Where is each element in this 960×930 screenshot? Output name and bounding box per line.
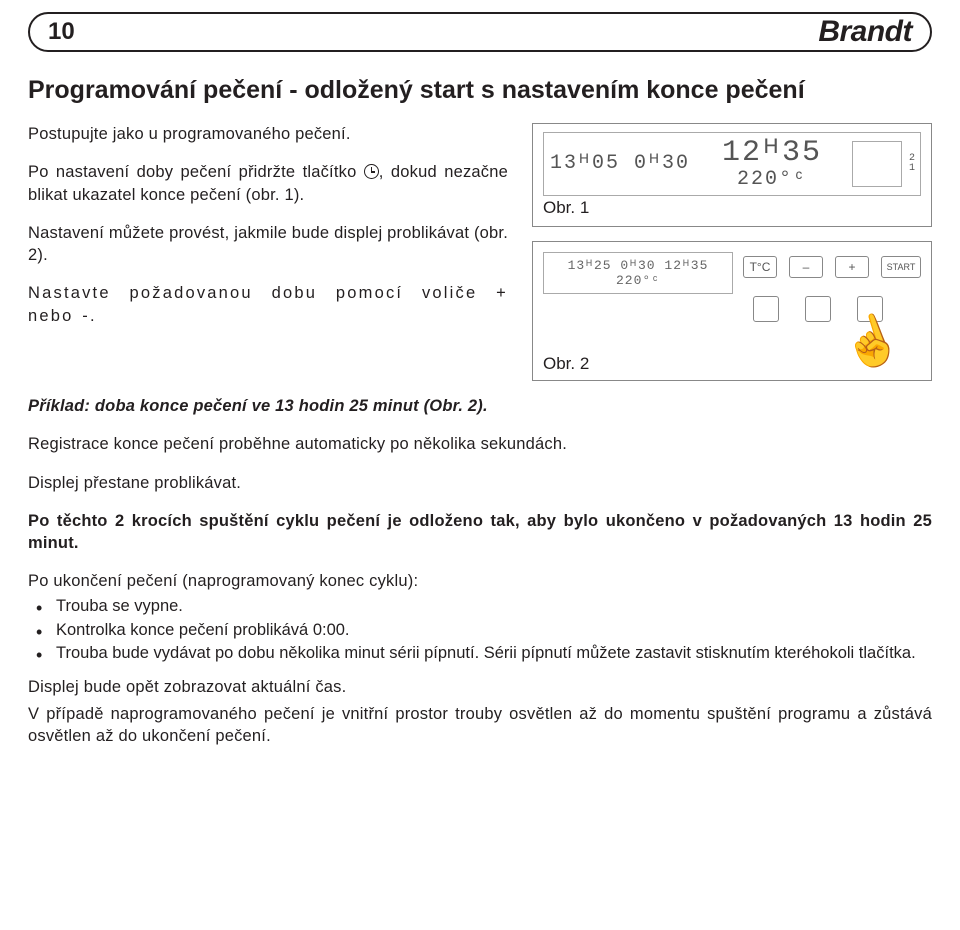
p1-part-a: Po nastavení doby pečení přidržte tlačít…	[28, 163, 364, 181]
fig1-lcd: 13ᴴ05 0ᴴ30 12ᴴ35 220°ᶜ 2 1	[543, 132, 921, 196]
list-item: Kontrolka konce pečení problikává 0:00.	[28, 619, 932, 643]
fig2-btn-plus: +	[835, 256, 869, 278]
step-set-time: Nastavte požadovanou dobu pomocí voliče …	[28, 282, 508, 327]
fig1-seg1: 13ᴴ05 0ᴴ30	[544, 154, 696, 174]
fig2-low-btn-1	[753, 296, 779, 322]
list-item: Trouba bude vydávat po dobu několika min…	[28, 642, 932, 666]
after-cooking-list: Trouba se vypne. Kontrolka konce pečení …	[28, 595, 932, 667]
fig2-lcd: 13ᴴ25 0ᴴ30 12ᴴ35 220°ᶜ	[543, 252, 733, 294]
summary-text: Po těchto 2 krocích spuštění cyklu pečen…	[28, 510, 932, 555]
fig2-lcd-bot: 220°ᶜ	[568, 273, 709, 288]
clock-icon	[364, 164, 379, 179]
page-header: 10 Brandt	[28, 12, 932, 52]
fig1-temp: 220°ᶜ	[696, 170, 848, 190]
auto-register-text: Registrace konce pečení proběhne automat…	[28, 433, 932, 455]
fig2-lcd-top: 13ᴴ25 0ᴴ30 12ᴴ35	[568, 258, 709, 273]
display-stop-blink: Displej přestane problikávat.	[28, 472, 932, 494]
fig1-marks: 2 1	[906, 154, 920, 174]
brand-logo: Brandt	[818, 15, 912, 49]
page-number: 10	[48, 18, 75, 46]
fig2-low-btn-2	[805, 296, 831, 322]
figure-1: 13ᴴ05 0ᴴ30 12ᴴ35 220°ᶜ 2 1 Obr. 1	[532, 123, 932, 227]
fig1-time: 12ᴴ35	[722, 136, 822, 170]
fig2-btn-minus: –	[789, 256, 823, 278]
after-cooking-heading: Po ukončení pečení (naprogramovaný konec…	[28, 570, 932, 592]
figure-2: 13ᴴ25 0ᴴ30 12ᴴ35 220°ᶜ T°C – + START ☝ O…	[532, 241, 932, 381]
list-item: Trouba se vypne.	[28, 595, 932, 619]
step-display-blink: Nastavení můžete provést, jakmile bude d…	[28, 222, 508, 267]
fig1-mode-slot	[852, 141, 902, 187]
fig2-btn-tc: T°C	[743, 256, 777, 278]
fig2-button-row: T°C – + START	[743, 256, 921, 278]
fig2-low-buttons	[753, 296, 921, 322]
example-text: Příklad: doba konce pečení ve 13 hodin 2…	[28, 395, 932, 417]
intro-text: Postupujte jako u programovaného pečení.	[28, 123, 508, 145]
step-hold-button: Po nastavení doby pečení přidržte tlačít…	[28, 161, 508, 206]
fig2-label: Obr. 2	[543, 354, 589, 374]
page-title: Programování pečení - odložený start s n…	[28, 76, 932, 105]
fig1-label: Obr. 1	[543, 198, 921, 218]
light-info-text: V případě naprogramovaného pečení je vni…	[28, 703, 932, 748]
display-time-text: Displej bude opět zobrazovat aktuální ča…	[28, 676, 932, 698]
fig1-time-temp: 12ᴴ35 220°ᶜ	[696, 138, 848, 190]
fig2-btn-start: START	[881, 256, 921, 278]
